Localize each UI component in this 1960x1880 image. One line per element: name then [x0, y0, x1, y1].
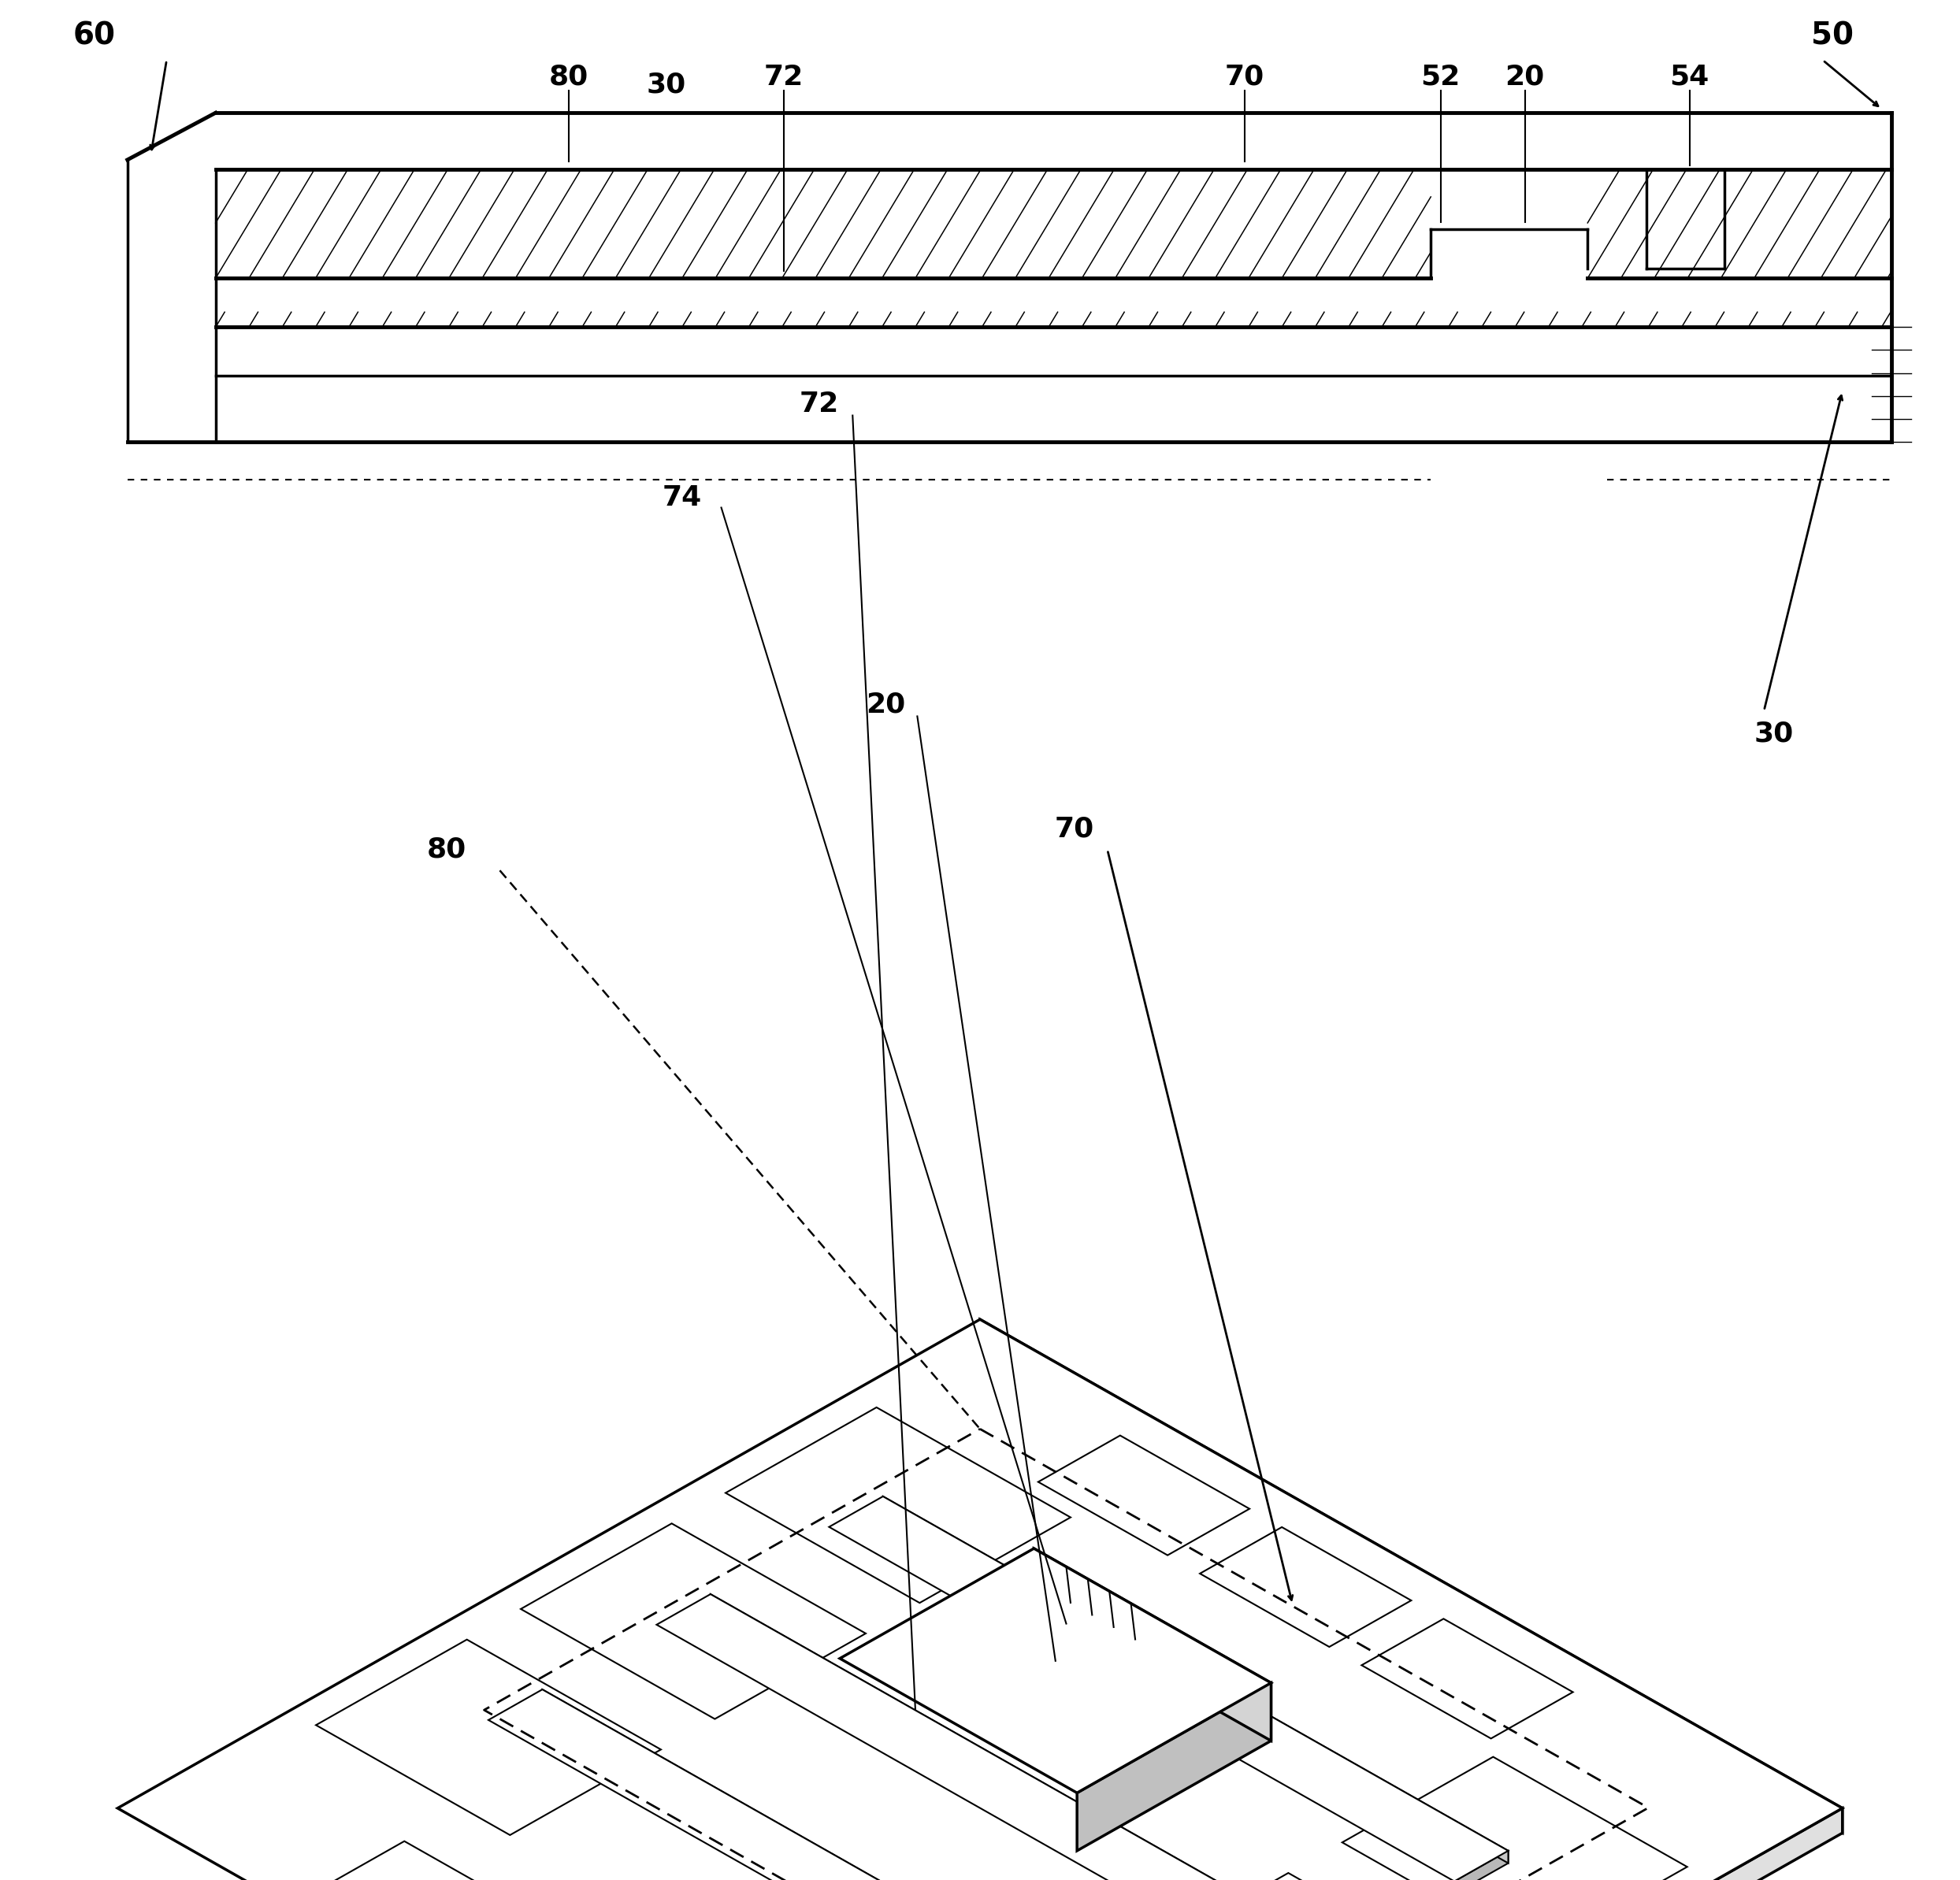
Polygon shape — [657, 1594, 1337, 1880]
Text: 30: 30 — [1754, 720, 1793, 746]
Polygon shape — [980, 1320, 1842, 1833]
Polygon shape — [1078, 1683, 1272, 1850]
Polygon shape — [980, 1809, 1842, 1880]
Text: 52: 52 — [1421, 64, 1460, 90]
Polygon shape — [488, 1690, 1168, 1880]
Polygon shape — [1362, 1619, 1572, 1739]
Text: 70: 70 — [1225, 64, 1264, 90]
Text: 72: 72 — [800, 391, 839, 417]
Text: 74: 74 — [662, 485, 702, 511]
Polygon shape — [725, 1408, 1070, 1604]
Polygon shape — [1137, 1872, 1482, 1880]
Polygon shape — [323, 1841, 533, 1880]
Polygon shape — [1454, 1850, 1509, 1880]
Polygon shape — [829, 1496, 1509, 1880]
Polygon shape — [1039, 1436, 1250, 1555]
Polygon shape — [882, 1496, 1509, 1863]
Text: 70: 70 — [1054, 816, 1094, 842]
Polygon shape — [521, 1523, 866, 1718]
Text: 30: 30 — [647, 71, 686, 98]
Text: 60: 60 — [73, 21, 116, 51]
Polygon shape — [710, 1594, 1337, 1880]
Text: 50: 50 — [1811, 21, 1854, 51]
Polygon shape — [1035, 1549, 1272, 1741]
Text: 72: 72 — [764, 64, 804, 90]
Polygon shape — [1343, 1756, 1688, 1880]
Text: 80: 80 — [549, 64, 588, 90]
Text: 20: 20 — [1505, 64, 1544, 90]
Polygon shape — [1200, 1527, 1411, 1647]
Text: 80: 80 — [427, 837, 466, 863]
Text: 20: 20 — [866, 692, 906, 718]
Polygon shape — [316, 1639, 661, 1835]
Polygon shape — [543, 1690, 1168, 1880]
Polygon shape — [839, 1549, 1272, 1794]
Text: 54: 54 — [1670, 64, 1709, 90]
Polygon shape — [118, 1320, 1842, 1880]
